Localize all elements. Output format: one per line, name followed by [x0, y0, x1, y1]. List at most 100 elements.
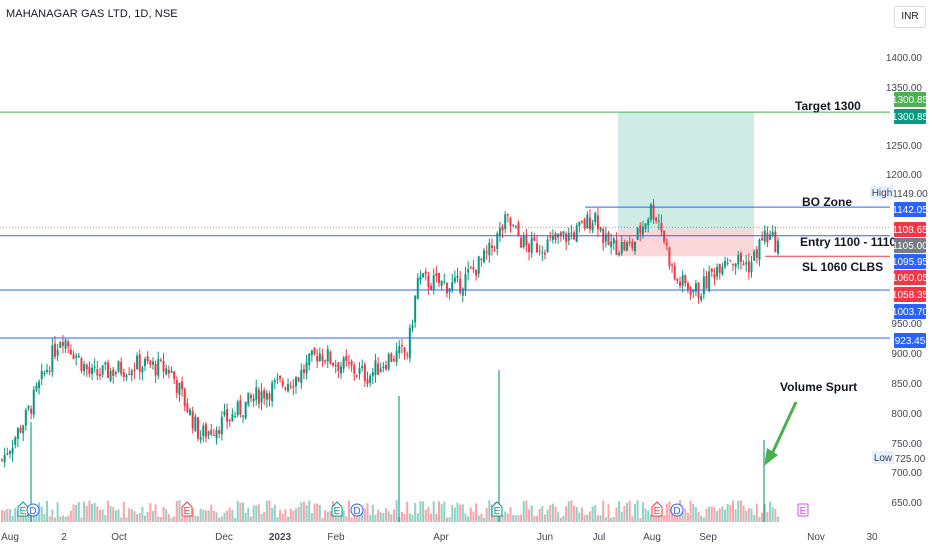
- candle-body: [509, 218, 512, 226]
- volume-bar: [48, 516, 51, 522]
- candle-body: [80, 358, 83, 371]
- volume-bar: [530, 505, 533, 522]
- volume-bar: [554, 506, 557, 522]
- candle-body: [520, 237, 523, 248]
- candle-body: [718, 263, 721, 273]
- volume-bar: [737, 500, 740, 522]
- candle-body: [342, 357, 345, 369]
- candle-body: [459, 278, 462, 293]
- x-tick-label: 30: [866, 532, 878, 543]
- candle-body: [488, 242, 491, 256]
- candle-body: [451, 281, 454, 291]
- candle-body: [549, 236, 552, 238]
- candle-body: [437, 272, 440, 284]
- candle-body: [514, 225, 517, 227]
- volume-spike: [498, 370, 500, 522]
- candle-body: [390, 353, 393, 362]
- volume-bar: [316, 503, 319, 522]
- volume-bar: [244, 512, 247, 522]
- candle-body: [337, 362, 340, 372]
- volume-bar: [610, 517, 613, 522]
- volume-bar: [347, 500, 350, 522]
- volume-bar: [472, 511, 475, 522]
- candle-body: [599, 227, 602, 231]
- volume-bar: [400, 511, 403, 522]
- volume-bar: [456, 502, 459, 522]
- volume-bar: [517, 515, 520, 522]
- volume-bar: [538, 508, 541, 522]
- volume-bar: [374, 514, 377, 522]
- event-marker-text: D: [353, 506, 360, 517]
- high-tag: [870, 186, 894, 199]
- volume-bar: [469, 507, 472, 522]
- candle-body: [734, 263, 737, 267]
- volume-bar: [387, 511, 390, 522]
- candle-body: [480, 258, 483, 260]
- candle-body: [655, 217, 658, 221]
- volume-bar: [257, 504, 260, 522]
- candle-body: [684, 275, 687, 284]
- volume-bar: [59, 516, 62, 522]
- price-badge-text: 1108.65: [892, 225, 928, 236]
- candle-body: [769, 234, 772, 240]
- volume-bar: [416, 513, 419, 522]
- candle-body: [69, 349, 72, 355]
- y-tick-label: 800.00: [891, 409, 922, 420]
- annotation-text: Target 1300: [795, 99, 861, 113]
- volume-bar: [265, 500, 268, 522]
- volume-bar: [133, 511, 136, 522]
- volume-bar: [713, 507, 716, 522]
- volume-bar: [363, 508, 366, 522]
- volume-bar: [509, 507, 512, 522]
- volume-bar: [77, 502, 80, 522]
- candle-body: [671, 264, 674, 266]
- volume-bar: [324, 510, 327, 522]
- y-tick-label: 750.00: [891, 439, 922, 450]
- time-axis[interactable]: Aug 2 Oct Dec 2023 Feb Apr Jun Jul Aug Sep Nov 30: [1, 532, 878, 543]
- candle-body: [64, 340, 67, 349]
- volume-bar: [573, 505, 576, 522]
- candle-body: [554, 233, 557, 240]
- candle-body: [538, 250, 541, 252]
- candle-body: [11, 447, 14, 454]
- volume-bar: [146, 511, 149, 522]
- volume-bar: [504, 511, 507, 522]
- candle-body: [260, 391, 263, 403]
- x-tick-label: Oct: [111, 532, 127, 543]
- candle-body: [300, 369, 303, 384]
- candle-body: [305, 362, 308, 374]
- volume-bar: [202, 509, 205, 522]
- volume-bar: [167, 514, 170, 522]
- candle-body: [485, 251, 488, 253]
- volume-bar: [559, 517, 562, 522]
- candle-body: [443, 281, 446, 283]
- volume-bar: [448, 517, 451, 522]
- volume-bar: [435, 513, 438, 522]
- candle-body: [575, 225, 578, 242]
- candle-body: [8, 451, 11, 454]
- candle-body: [239, 400, 242, 415]
- candle-body: [694, 283, 697, 292]
- candle-body: [91, 367, 94, 375]
- currency-selector[interactable]: INR: [894, 6, 926, 28]
- candle-body: [588, 217, 591, 230]
- annotations: Target 1300 BO Zone Entry 1100 - 1110 SL 10…: [780, 99, 896, 394]
- volume-bar: [437, 501, 440, 522]
- candle-body: [6, 453, 9, 455]
- candle-body: [104, 362, 107, 365]
- price-axis[interactable]: 1400.00 1350.00 1250.00 1200.00 950.00 900.00…: [870, 53, 929, 509]
- candle-body: [223, 411, 226, 415]
- x-tick-label: Aug: [643, 532, 661, 543]
- y-tick-label: 1350.00: [886, 83, 923, 94]
- volume-bar: [302, 501, 305, 522]
- volume-bar: [106, 500, 109, 522]
- candle-body: [517, 222, 520, 236]
- x-tick-label: Jul: [593, 532, 606, 543]
- volume-bar: [159, 517, 162, 522]
- volume-bar: [196, 516, 199, 522]
- candle-body: [48, 370, 51, 372]
- volume-spurt-arrow: [764, 401, 798, 466]
- volume-bar: [718, 508, 721, 522]
